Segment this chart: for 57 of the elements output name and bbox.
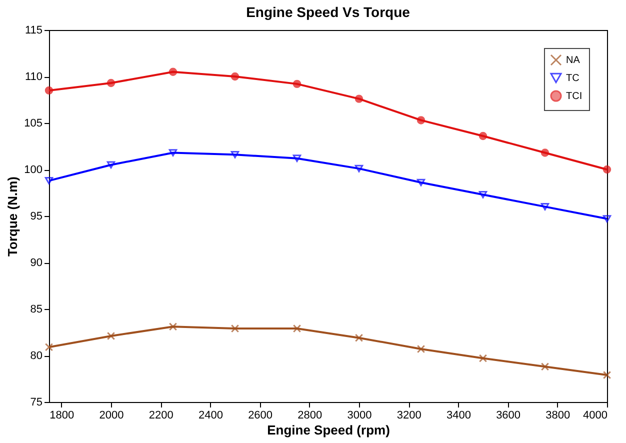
x-tick-label: 3600	[496, 410, 521, 422]
point	[106, 161, 116, 169]
x-tick-label: 2600	[248, 410, 273, 422]
y-axis-title: Torque (N.m)	[5, 176, 20, 256]
x-tick-label: 1800	[50, 410, 74, 422]
point	[230, 150, 240, 158]
y-tick-label: 100	[24, 164, 42, 176]
point	[416, 178, 426, 186]
point	[478, 354, 488, 362]
y-tick-label: 80	[30, 350, 42, 362]
point	[416, 116, 426, 124]
x-tick-label: 2000	[99, 410, 124, 422]
point	[478, 190, 488, 198]
point	[168, 322, 178, 331]
point	[230, 324, 240, 333]
x-tick-label: 2800	[298, 410, 322, 422]
point	[540, 148, 550, 157]
point	[230, 72, 240, 81]
point	[44, 86, 54, 95]
x-axis-title: Engine Speed (rpm)	[267, 422, 390, 438]
point	[540, 362, 550, 371]
point	[292, 80, 302, 88]
point	[168, 68, 178, 76]
point	[540, 203, 550, 210]
point	[354, 334, 364, 342]
x-tick-label: 3200	[396, 410, 422, 422]
point	[168, 149, 178, 156]
point	[478, 132, 488, 140]
x-tick-label: 3400	[446, 410, 471, 422]
x-tick-label: 2200	[148, 410, 174, 422]
chart-title: Engine Speed Vs Torque	[246, 4, 410, 20]
y-tick-label: 105	[24, 118, 42, 130]
y-tick-label: 90	[30, 257, 42, 269]
y-tick-label: 115	[24, 24, 42, 36]
x-tick-label: 2400	[198, 410, 223, 422]
x-tick-label: 3000	[347, 410, 372, 422]
y-tick-label: 110	[24, 71, 42, 83]
point	[292, 154, 302, 162]
y-tick-label: 85	[30, 304, 42, 316]
y-tick-label: 95	[30, 210, 42, 222]
point	[292, 324, 302, 333]
legend-label: TC	[566, 73, 580, 84]
point	[354, 94, 364, 103]
point	[44, 177, 54, 184]
legend-label: NA	[566, 55, 580, 66]
point	[602, 370, 612, 380]
legend-label: TCI	[566, 91, 582, 102]
point	[106, 78, 116, 88]
point	[602, 165, 612, 174]
point	[106, 332, 116, 340]
point	[416, 344, 426, 354]
x-tick-label: 4000	[583, 410, 608, 422]
y-tick-label: 75	[30, 396, 42, 408]
point	[354, 164, 364, 172]
point	[44, 343, 54, 352]
point	[602, 215, 612, 222]
x-tick-label: 3800	[546, 410, 570, 422]
